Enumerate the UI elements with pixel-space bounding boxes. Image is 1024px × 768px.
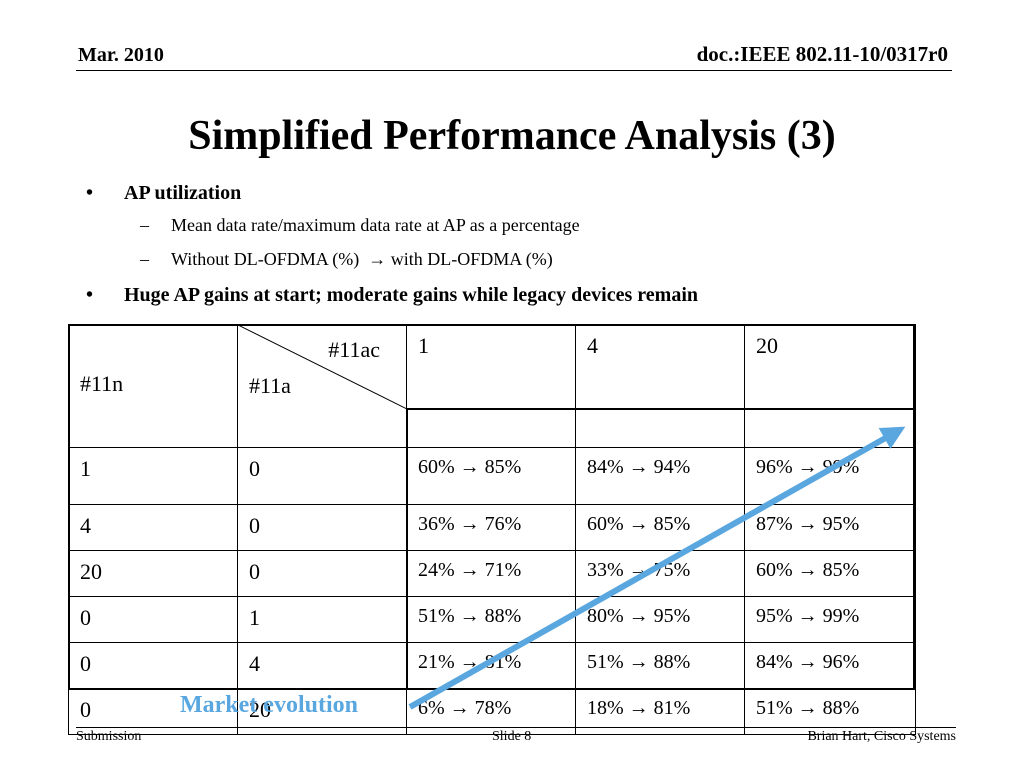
cell-utilization: 33% → 75% bbox=[575, 550, 745, 597]
diagonal-divider bbox=[238, 325, 407, 409]
row-header-11a: #11a bbox=[249, 373, 291, 398]
utilization-table: #11n #11ac #11a 1 4 20 1 0 60% → 85% 84%… bbox=[68, 324, 916, 735]
column-header-value: 4 bbox=[575, 324, 745, 448]
footer-submission: Submission bbox=[76, 729, 142, 744]
cell-utilization: 84% → 96% bbox=[744, 642, 916, 689]
column-header-value: 1 bbox=[406, 324, 576, 448]
header-doc-id: doc.:IEEE 802.11-10/0317r0 bbox=[696, 42, 948, 66]
cell-utilization: 21% → 81% bbox=[406, 642, 576, 689]
cell-11a: 0 bbox=[237, 504, 407, 551]
cell-11a: 0 bbox=[237, 447, 407, 505]
sub-bullet-comparison: – Without DL-OFDMA (%) → with DL-OFDMA (… bbox=[86, 242, 966, 276]
table-row: 0 4 21% → 81% 51% → 88% 84% → 96% bbox=[68, 642, 916, 689]
cell-utilization: 60% → 85% bbox=[406, 447, 576, 505]
cell-utilization: 87% → 95% bbox=[744, 504, 916, 551]
table-row: 4 0 36% → 76% 60% → 85% 87% → 95% bbox=[68, 504, 916, 551]
cell-utilization: 84% → 94% bbox=[575, 447, 745, 505]
cell-utilization: 60% → 85% bbox=[744, 550, 916, 597]
slide-title: Simplified Performance Analysis (3) bbox=[188, 113, 836, 159]
table-row: 20 0 24% → 71% 33% → 75% 60% → 85% bbox=[68, 550, 916, 597]
sub-bullet-text: Without DL-OFDMA (%) → with DL-OFDMA (%) bbox=[171, 249, 553, 269]
column-header-value: 20 bbox=[744, 324, 916, 448]
cell-utilization: 60% → 85% bbox=[575, 504, 745, 551]
sub-bullet-definition: – Mean data rate/maximum data rate at AP… bbox=[86, 208, 966, 242]
footer-author: Brian Hart, Cisco Systems bbox=[807, 729, 956, 744]
table-row: 0 1 51% → 88% 80% → 95% 95% → 99% bbox=[68, 596, 916, 643]
bullet-text: AP utilization bbox=[124, 182, 242, 204]
row-header-11n: #11n bbox=[68, 324, 238, 448]
header-divider bbox=[76, 70, 952, 71]
cell-utilization: 36% → 76% bbox=[406, 504, 576, 551]
bullet-list: • AP utilization – Mean data rate/maximu… bbox=[86, 178, 966, 310]
cell-utilization: 95% → 99% bbox=[744, 596, 916, 643]
bullet-gains: • Huge AP gains at start; moderate gains… bbox=[86, 280, 966, 310]
cell-utilization: 51% → 88% bbox=[406, 596, 576, 643]
sub-bullet-text: Mean data rate/maximum data rate at AP a… bbox=[171, 215, 580, 235]
cell-11a: 1 bbox=[237, 596, 407, 643]
market-evolution-label: Market evolution bbox=[180, 692, 358, 718]
table-header-row: #11n #11ac #11a 1 4 20 bbox=[68, 324, 916, 448]
bullet-dot-icon: • bbox=[86, 182, 94, 204]
dash-icon: – bbox=[140, 249, 149, 269]
column-header-11ac: #11ac bbox=[328, 337, 380, 362]
cell-utilization: 96% → 99% bbox=[744, 447, 916, 505]
bullet-dot-icon: • bbox=[86, 284, 94, 306]
cell-utilization: 80% → 95% bbox=[575, 596, 745, 643]
table-row: 1 0 60% → 85% 84% → 94% 96% → 99% bbox=[68, 447, 916, 505]
cell-11n: 0 bbox=[68, 596, 238, 643]
cell-11n: 4 bbox=[68, 504, 238, 551]
cell-11n: 0 bbox=[68, 642, 238, 689]
cell-utilization: 24% → 71% bbox=[406, 550, 576, 597]
cell-11a: 0 bbox=[237, 550, 407, 597]
cell-11n: 1 bbox=[68, 447, 238, 505]
bullet-ap-utilization: • AP utilization bbox=[86, 178, 966, 208]
footer-slide-number: Slide 8 bbox=[492, 729, 532, 744]
corner-header-cell: #11ac #11a bbox=[237, 324, 407, 448]
footer-divider bbox=[76, 727, 956, 728]
header-date: Mar. 2010 bbox=[78, 44, 164, 66]
dash-icon: – bbox=[140, 215, 149, 235]
bullet-text: Huge AP gains at start; moderate gains w… bbox=[124, 284, 699, 306]
cell-11n: 20 bbox=[68, 550, 238, 597]
cell-utilization: 51% → 88% bbox=[575, 642, 745, 689]
cell-11a: 4 bbox=[237, 642, 407, 689]
